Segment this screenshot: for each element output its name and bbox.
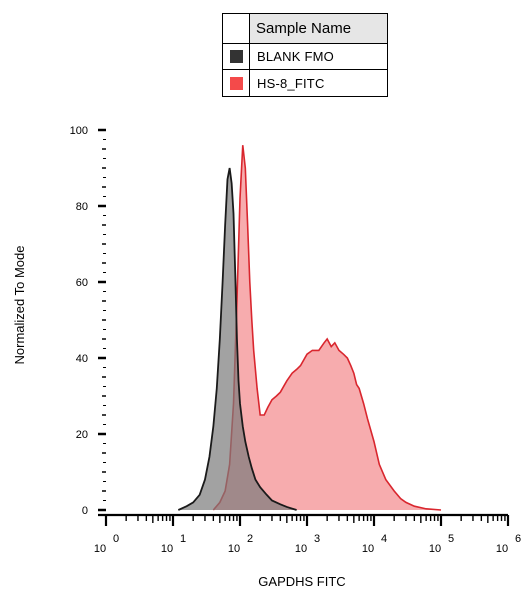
- x-tick-label-base: 10: [496, 543, 508, 555]
- legend-swatch-cell: [223, 70, 250, 96]
- line-blank-fmo: [177, 167, 297, 511]
- legend-swatch-blank-fmo: [229, 50, 243, 63]
- x-tick-label-exponent: 1: [180, 533, 186, 545]
- x-tick-label-base: 10: [295, 543, 307, 555]
- x-tick-label-exponent: 0: [113, 533, 119, 545]
- x-tick-label-base: 10: [94, 543, 106, 555]
- plot-area: [177, 145, 442, 511]
- area-blank-fmo: [178, 168, 297, 510]
- legend-label-blank-fmo: BLANK FMO: [257, 49, 334, 64]
- x-tick-label-base: 10: [429, 543, 441, 555]
- x-tick-label-exponent: 2: [247, 533, 253, 545]
- x-tick-label-exponent: 3: [314, 533, 320, 545]
- legend-title: Sample Name: [250, 14, 387, 43]
- y-tick-label: 80: [76, 201, 88, 213]
- y-axis-label: Normalized To Mode: [12, 246, 27, 365]
- legend-header: Sample Name: [223, 14, 387, 44]
- x-tick-label-base: 10: [161, 543, 173, 555]
- y-tick-label: 0: [82, 505, 88, 517]
- x-tick-label-base: 10: [362, 543, 374, 555]
- legend-entry-hs8-fitc: HS-8_FITC: [223, 70, 387, 96]
- legend-swatch-hs8-fitc: [229, 76, 243, 90]
- legend: Sample Name BLANK FMO HS-8_FITC: [222, 13, 388, 97]
- x-tick-label-exponent: 5: [448, 533, 454, 545]
- x-tick-label-exponent: 4: [381, 533, 387, 545]
- x-tick-label-base: 10: [228, 543, 240, 555]
- line-hs-8-fitc: [212, 145, 442, 511]
- area-hs-8-fitc: [213, 145, 441, 510]
- y-tick-label: 100: [70, 125, 88, 137]
- y-tick-label: 60: [76, 277, 88, 289]
- x-axis-label: GAPDHS FITC: [258, 574, 345, 589]
- x-tick-label-exponent: 6: [515, 533, 521, 545]
- legend-header-spacer: [223, 14, 250, 43]
- y-tick-label: 20: [76, 429, 88, 441]
- legend-label-hs8-fitc: HS-8_FITC: [257, 75, 325, 91]
- legend-swatch-cell: [223, 44, 250, 69]
- y-tick-label: 40: [76, 353, 88, 365]
- legend-entry-blank-fmo: BLANK FMO: [223, 44, 387, 70]
